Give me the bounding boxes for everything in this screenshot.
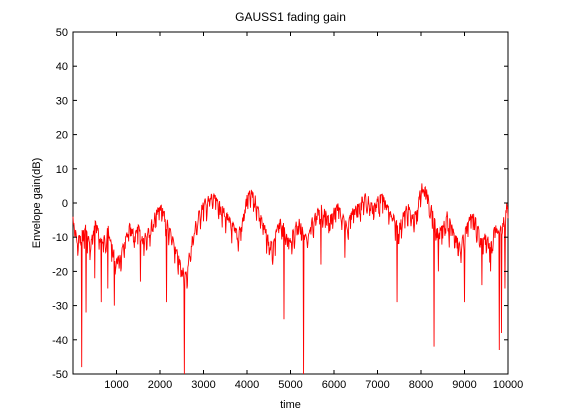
x-tick-label: 10000 [493,379,524,391]
y-tick-label: 0 [62,198,68,210]
x-tick-label: 6000 [322,379,346,391]
x-tick-label: 9000 [452,379,476,391]
x-tick-label: 4000 [235,379,259,391]
y-tick-label: 20 [56,130,68,142]
y-tick-label: -40 [52,335,68,347]
chart-title: GAUSS1 fading gain [235,10,346,24]
y-axis-label: Envelope gain(dB) [31,158,43,249]
y-tick-label: 40 [56,61,68,73]
y-tick-label: -20 [52,266,68,278]
x-tick-label: 2000 [148,379,172,391]
y-tick-label: -50 [52,369,68,381]
y-tick-label: -10 [52,232,68,244]
x-tick-label: 1000 [104,379,128,391]
x-tick-label: 7000 [365,379,389,391]
y-tick-label: 10 [56,164,68,176]
x-axis-label: time [280,399,301,411]
x-tick-label: 3000 [191,379,215,391]
y-tick-label: -30 [52,301,68,313]
plot-area [73,32,508,374]
x-tick-label: 8000 [409,379,433,391]
axes-box [73,32,508,374]
y-tick-label: 50 [56,27,68,39]
y-tick-label: 30 [56,95,68,107]
x-tick-label: 5000 [278,379,302,391]
